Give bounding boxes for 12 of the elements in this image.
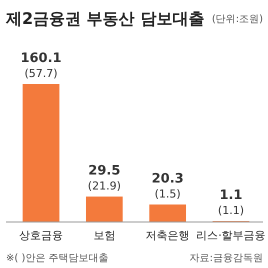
data-label: 29.5 (21.9) <box>88 164 121 193</box>
chart-subtitle: (단위:조원) <box>212 14 264 25</box>
text: ※( )안은 주택담보대출 <box>6 253 109 264</box>
x-tick-label: 리스·할부금융 <box>196 229 266 242</box>
data-label: 20.3 (1.5) <box>152 172 184 200</box>
chart-title: 제2금융권 부동산 담보대출 <box>5 9 204 28</box>
x-tick-label: 상호금융 <box>19 229 64 242</box>
data-label: 1.1 (1.1) <box>218 188 244 218</box>
data-label: 160.1 (57.7) <box>20 51 62 80</box>
x-tick-label: 보험 <box>93 229 116 242</box>
text: 자료:금융감독원 <box>190 253 263 264</box>
x-tick-label: 저축은행 <box>146 229 190 242</box>
